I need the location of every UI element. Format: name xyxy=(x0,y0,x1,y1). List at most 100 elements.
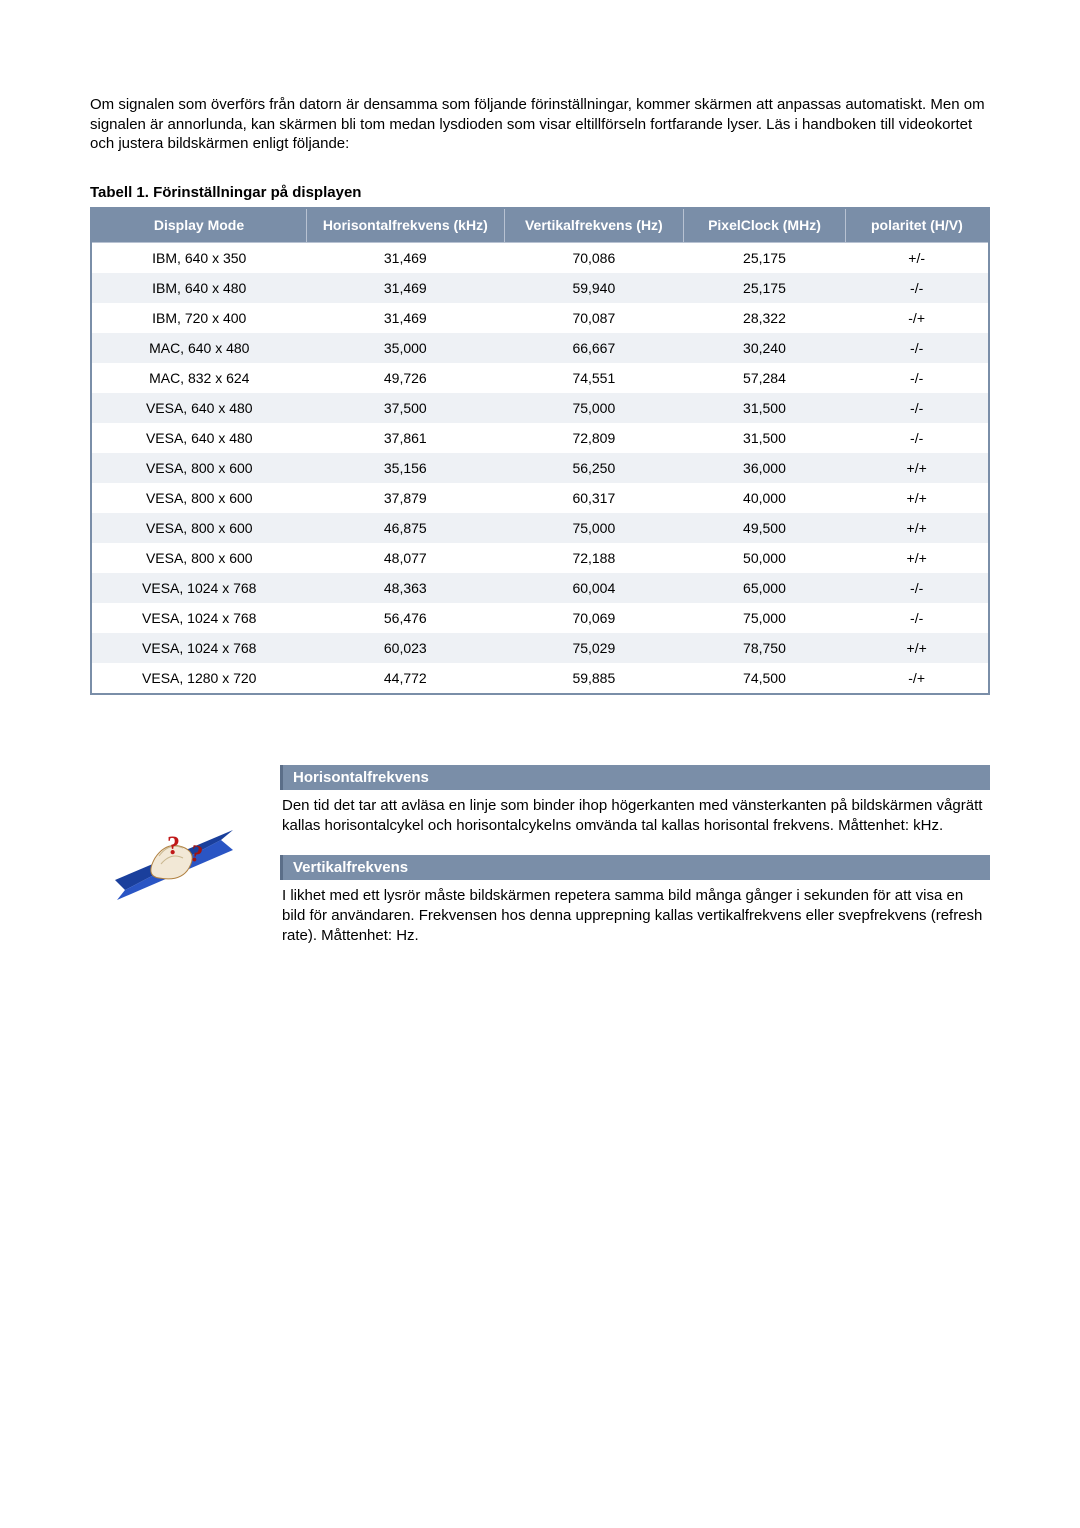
table-cell: 60,004 xyxy=(504,573,684,603)
table-cell: -/- xyxy=(845,393,989,423)
table-cell: 35,000 xyxy=(307,333,505,363)
table-cell: 31,469 xyxy=(307,303,505,333)
info-heading-vfreq: Vertikalfrekvens xyxy=(280,855,990,880)
table-row: VESA, 1024 x 76860,02375,02978,750+/+ xyxy=(91,633,989,663)
table-cell: 78,750 xyxy=(684,633,846,663)
table-cell: 49,500 xyxy=(684,513,846,543)
info-heading-hfreq: Horisontalfrekvens xyxy=(280,765,990,790)
table-cell: 74,500 xyxy=(684,663,846,694)
table-cell: 37,879 xyxy=(307,483,505,513)
table-cell: +/+ xyxy=(845,633,989,663)
table-cell: 70,086 xyxy=(504,243,684,274)
table-cell: -/+ xyxy=(845,303,989,333)
table-cell: 57,284 xyxy=(684,363,846,393)
table-row: IBM, 640 x 35031,46970,08625,175+/- xyxy=(91,243,989,274)
table-cell: 75,000 xyxy=(684,603,846,633)
table-row: VESA, 800 x 60046,87575,00049,500+/+ xyxy=(91,513,989,543)
table-cell: 31,500 xyxy=(684,393,846,423)
table-cell: -/- xyxy=(845,573,989,603)
table-cell: 31,500 xyxy=(684,423,846,453)
table-row: VESA, 800 x 60035,15656,25036,000+/+ xyxy=(91,453,989,483)
table-cell: -/+ xyxy=(845,663,989,694)
table-cell: 37,500 xyxy=(307,393,505,423)
table-cell: 56,476 xyxy=(307,603,505,633)
display-modes-table: Display Mode Horisontalfrekvens (kHz) Ve… xyxy=(90,207,990,696)
table-cell: 60,317 xyxy=(504,483,684,513)
table-cell: MAC, 832 x 624 xyxy=(91,363,307,393)
table-cell: 75,029 xyxy=(504,633,684,663)
table-cell: 25,175 xyxy=(684,273,846,303)
table-cell: VESA, 800 x 600 xyxy=(91,543,307,573)
table-cell: 44,772 xyxy=(307,663,505,694)
table-cell: +/+ xyxy=(845,483,989,513)
table-cell: IBM, 720 x 400 xyxy=(91,303,307,333)
table-cell: 59,940 xyxy=(504,273,684,303)
table-row: IBM, 720 x 40031,46970,08728,322-/+ xyxy=(91,303,989,333)
table-row: VESA, 800 x 60037,87960,31740,000+/+ xyxy=(91,483,989,513)
document-page: Om signalen som överförs från datorn är … xyxy=(0,0,1080,1004)
table-cell: 36,000 xyxy=(684,453,846,483)
table-cell: +/+ xyxy=(845,543,989,573)
table-row: VESA, 800 x 60048,07772,18850,000+/+ xyxy=(91,543,989,573)
table-cell: 40,000 xyxy=(684,483,846,513)
intro-paragraph: Om signalen som överförs från datorn är … xyxy=(90,95,990,154)
col-header-hfreq: Horisontalfrekvens (kHz) xyxy=(307,208,505,243)
table-cell: 75,000 xyxy=(504,393,684,423)
table-cell: VESA, 640 x 480 xyxy=(91,393,307,423)
table-cell: 74,551 xyxy=(504,363,684,393)
table-cell: VESA, 640 x 480 xyxy=(91,423,307,453)
table-cell: MAC, 640 x 480 xyxy=(91,333,307,363)
table-cell: 25,175 xyxy=(684,243,846,274)
table-cell: 46,875 xyxy=(307,513,505,543)
table-cell: VESA, 1280 x 720 xyxy=(91,663,307,694)
faq-book-icon: ? ? xyxy=(90,810,260,920)
table-cell: 35,156 xyxy=(307,453,505,483)
col-header-pixel: PixelClock (MHz) xyxy=(684,208,846,243)
table-cell: VESA, 800 x 600 xyxy=(91,453,307,483)
table-cell: VESA, 1024 x 768 xyxy=(91,573,307,603)
table-cell: 65,000 xyxy=(684,573,846,603)
table-cell: VESA, 800 x 600 xyxy=(91,513,307,543)
table-cell: -/- xyxy=(845,333,989,363)
table-row: VESA, 640 x 48037,50075,00031,500-/- xyxy=(91,393,989,423)
table-row: IBM, 640 x 48031,46959,94025,175-/- xyxy=(91,273,989,303)
info-section: ? ? Horisontalfrekvens Den tid det tar a… xyxy=(90,765,990,964)
table-cell: 72,809 xyxy=(504,423,684,453)
table-cell: 56,250 xyxy=(504,453,684,483)
table-row: MAC, 832 x 62449,72674,55157,284-/- xyxy=(91,363,989,393)
table-cell: 70,069 xyxy=(504,603,684,633)
table-cell: 31,469 xyxy=(307,243,505,274)
table-cell: 28,322 xyxy=(684,303,846,333)
table-title: Tabell 1. Förinställningar på displayen xyxy=(90,184,990,201)
table-row: VESA, 1024 x 76848,36360,00465,000-/- xyxy=(91,573,989,603)
table-cell: -/- xyxy=(845,423,989,453)
table-cell: VESA, 800 x 600 xyxy=(91,483,307,513)
info-body: Horisontalfrekvens Den tid det tar att a… xyxy=(280,765,990,964)
table-cell: 75,000 xyxy=(504,513,684,543)
table-cell: 31,469 xyxy=(307,273,505,303)
svg-text:?: ? xyxy=(188,840,205,868)
table-cell: 59,885 xyxy=(504,663,684,694)
col-header-pol: polaritet (H/V) xyxy=(845,208,989,243)
table-cell: 60,023 xyxy=(307,633,505,663)
table-cell: +/- xyxy=(845,243,989,274)
table-cell: 50,000 xyxy=(684,543,846,573)
table-cell: IBM, 640 x 480 xyxy=(91,273,307,303)
table-row: VESA, 1024 x 76856,47670,06975,000-/- xyxy=(91,603,989,633)
col-header-vfreq: Vertikalfrekvens (Hz) xyxy=(504,208,684,243)
svg-text:?: ? xyxy=(167,831,180,860)
table-row: MAC, 640 x 48035,00066,66730,240-/- xyxy=(91,333,989,363)
table-header-row: Display Mode Horisontalfrekvens (kHz) Ve… xyxy=(91,208,989,243)
table-cell: IBM, 640 x 350 xyxy=(91,243,307,274)
table-cell: 70,087 xyxy=(504,303,684,333)
table-cell: 66,667 xyxy=(504,333,684,363)
table-cell: -/- xyxy=(845,363,989,393)
table-cell: 30,240 xyxy=(684,333,846,363)
table-cell: -/- xyxy=(845,603,989,633)
table-cell: VESA, 1024 x 768 xyxy=(91,603,307,633)
table-cell: -/- xyxy=(845,273,989,303)
table-cell: 72,188 xyxy=(504,543,684,573)
info-text-hfreq: Den tid det tar att avläsa en linje som … xyxy=(280,796,990,837)
table-cell: 48,363 xyxy=(307,573,505,603)
table-cell: VESA, 1024 x 768 xyxy=(91,633,307,663)
